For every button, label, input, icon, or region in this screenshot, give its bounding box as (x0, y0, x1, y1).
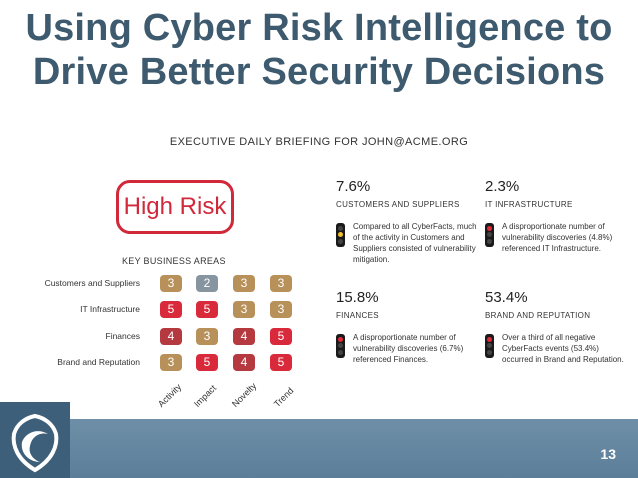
slide-title: Using Cyber Risk Intelligence to Drive B… (0, 6, 638, 94)
kba-score-cell: 3 (160, 354, 182, 371)
metric-description: Over a third of all negative CyberFacts … (502, 333, 624, 364)
kba-score-cell: 5 (196, 354, 218, 371)
shield-logo-icon (11, 413, 59, 473)
traffic-light-icon (485, 334, 494, 358)
footer-bar (0, 419, 638, 478)
metric-finances: 15.8% FINANCES A disproportionate number… (336, 289, 486, 365)
kba-score-cell: 4 (160, 328, 182, 345)
metric-description: A disproportionate number of vulnerabili… (502, 222, 613, 253)
metric-percent: 7.6% (336, 178, 371, 195)
metric-percent: 15.8% (336, 289, 379, 306)
metric-category: BRAND AND REPUTATION (485, 311, 591, 320)
metric-percent: 53.4% (485, 289, 528, 306)
kba-column-label: Activity (156, 381, 184, 410)
risk-level-badge: High Risk (116, 180, 234, 234)
traffic-light-icon (485, 223, 494, 247)
risk-level-label: High Risk (123, 193, 227, 220)
metric-it-infrastructure: 2.3% IT INFRASTRUCTURE A disproportionat… (485, 178, 635, 254)
kba-score-cell: 3 (270, 301, 292, 318)
metric-customers-suppliers: 7.6% CUSTOMERS AND SUPPLIERS Compared to… (336, 178, 486, 265)
kba-score-cell: 3 (233, 301, 255, 318)
title-line-1: Using Cyber Risk Intelligence to (25, 7, 613, 49)
page-number: 13 (600, 446, 616, 462)
kba-score-cell: 2 (196, 275, 218, 292)
kba-column-label: Impact (192, 382, 219, 410)
title-line-2: Drive Better Security Decisions (32, 51, 606, 93)
traffic-light-icon (336, 223, 345, 247)
traffic-light-icon (336, 334, 345, 358)
kba-score-cell: 3 (160, 275, 182, 292)
kba-row-label: Finances (105, 331, 141, 341)
metric-category: CUSTOMERS AND SUPPLIERS (336, 200, 460, 209)
kba-score-cell: 3 (196, 328, 218, 345)
kba-score-cell: 5 (160, 301, 182, 318)
kba-score-cell: 4 (233, 354, 255, 371)
kba-score-cell: 4 (233, 328, 255, 345)
company-logo (0, 402, 70, 478)
kba-score-cell: 5 (270, 328, 292, 345)
briefing-heading: EXECUTIVE DAILY BRIEFING FOR JOHN@ACME.O… (169, 136, 469, 148)
kba-column-label: Trend (272, 385, 296, 410)
kba-score-cell: 3 (270, 275, 292, 292)
kba-row-label: IT Infrastructure (80, 304, 140, 314)
metric-category: FINANCES (336, 311, 379, 320)
metric-percent: 2.3% (485, 178, 520, 195)
kba-column-label: Novelty (230, 380, 259, 410)
metric-brand-reputation: 53.4% BRAND AND REPUTATION Over a third … (485, 289, 635, 365)
key-business-areas-title: KEY BUSINESS AREAS (122, 256, 226, 266)
metric-category: IT INFRASTRUCTURE (485, 200, 573, 209)
kba-score-cell: 3 (233, 275, 255, 292)
metric-description: Compared to all CyberFacts, much of the … (353, 222, 477, 264)
kba-row-label: Customers and Suppliers (44, 278, 140, 288)
metric-description: A disproportionate number of vulnerabili… (353, 333, 464, 364)
kba-score-cell: 5 (196, 301, 218, 318)
kba-score-cell: 5 (270, 354, 292, 371)
kba-row-label: Brand and Reputation (57, 357, 140, 367)
